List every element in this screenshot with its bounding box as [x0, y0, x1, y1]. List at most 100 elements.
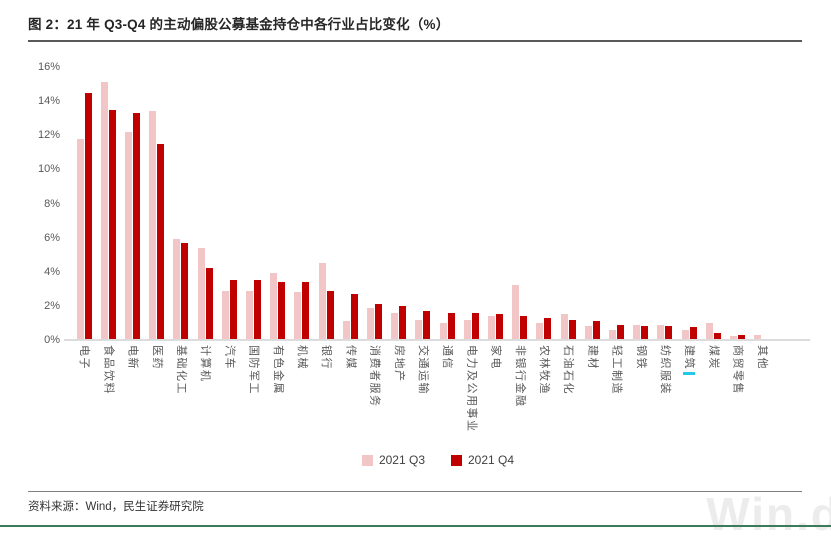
bar-group — [653, 67, 677, 340]
bar — [157, 143, 165, 340]
bar-group — [532, 67, 556, 340]
x-axis-label: 计算机 — [199, 345, 212, 383]
bar — [754, 334, 762, 340]
bar — [391, 312, 399, 340]
bar — [471, 312, 479, 340]
x-axis-labels: 电子 食品饮料 电新 医药 基础化工 计算机 汽车 国防军工 有色金属 机械 银行 传媒 消费者服务 房地… — [66, 345, 810, 449]
bar — [447, 312, 455, 340]
bar — [254, 280, 262, 340]
bar-group — [290, 67, 314, 340]
bar — [197, 247, 205, 340]
bar — [318, 263, 326, 340]
x-label-cell: 石油石化 — [556, 345, 580, 449]
bottom-border — [0, 525, 831, 527]
x-label-cell: 电子 — [72, 345, 96, 449]
bar-group — [387, 67, 411, 340]
x-axis-label: 轻工制造 — [610, 345, 623, 395]
x-axis-label: 传媒 — [344, 345, 357, 370]
bar — [423, 311, 431, 340]
x-label-cell: 汽车 — [217, 345, 241, 449]
bar — [278, 282, 286, 340]
bar-group — [120, 67, 144, 340]
bar — [544, 317, 552, 340]
watermark: Win.d — [706, 488, 831, 540]
x-label-cell: 消费者服务 — [362, 345, 386, 449]
bar — [609, 329, 617, 340]
x-label-cell: 轻工制造 — [604, 345, 628, 449]
bar — [657, 324, 665, 340]
x-axis-label: 非银行金融 — [513, 345, 526, 408]
bar-group — [72, 67, 96, 340]
bar-group — [169, 67, 193, 340]
bar-group — [362, 67, 386, 340]
x-label-cell: 非银行金融 — [508, 345, 532, 449]
x-axis-label: 汽车 — [223, 345, 236, 370]
bar-group — [580, 67, 604, 340]
y-tick-label: 10% — [37, 163, 60, 176]
x-label-cell: 食品饮料 — [96, 345, 120, 449]
bar — [375, 304, 383, 340]
x-label-cell: 家电 — [483, 345, 507, 449]
x-label-cell: 机械 — [290, 345, 314, 449]
bar — [181, 242, 189, 340]
x-label-cell: 纺织服装 — [653, 345, 677, 449]
legend-swatch-q3 — [361, 454, 373, 466]
x-label-cell: 煤炭 — [701, 345, 725, 449]
x-axis-label: 纺织服装 — [659, 345, 672, 395]
x-axis-label: 有色金属 — [271, 345, 284, 395]
bar — [270, 273, 278, 340]
x-label-cell: 通信 — [435, 345, 459, 449]
bar-group — [508, 67, 532, 340]
source-text: 资料来源：Wind，民生证券研究院 — [28, 501, 204, 513]
bar — [326, 290, 334, 340]
x-axis-label: 商贸零售 — [731, 345, 744, 395]
bar — [302, 282, 310, 340]
bar — [560, 314, 568, 340]
bar-group — [314, 67, 338, 340]
bar — [294, 292, 302, 340]
bar — [641, 325, 649, 340]
bar-group — [217, 67, 241, 340]
y-tick-label: 16% — [37, 61, 60, 73]
bar — [100, 82, 108, 340]
x-axis-label: 农林牧渔 — [538, 345, 550, 395]
x-axis-label: 电力及公用事业 — [465, 345, 478, 433]
bar-group — [629, 67, 653, 340]
x-label-cell: 建筑 — [677, 345, 701, 449]
legend-label-q4: 2021 Q4 — [468, 453, 515, 467]
bar-group — [411, 67, 435, 340]
bar-group — [435, 67, 459, 340]
bar-group — [241, 67, 265, 340]
x-label-cell: 交通运输 — [411, 345, 435, 449]
bar — [173, 239, 181, 340]
x-label-cell: 房地产 — [387, 345, 411, 449]
x-axis-label: 煤炭 — [707, 345, 720, 370]
x-axis-label: 食品饮料 — [102, 345, 115, 395]
bar — [439, 322, 447, 340]
x-axis-label: 银行 — [320, 345, 333, 370]
x-axis-line — [64, 339, 810, 341]
x-label-cell: 银行 — [314, 345, 338, 449]
bar-group — [750, 67, 774, 340]
plot-area — [66, 67, 810, 340]
bar — [399, 305, 407, 340]
y-axis: 16% 14% 12% 10% 8% 6% 4% 2% 0% — [14, 61, 60, 346]
bar — [568, 319, 576, 340]
footer-rule — [28, 491, 802, 492]
bar-group — [96, 67, 120, 340]
y-tick-label: 0% — [44, 334, 60, 346]
bar — [342, 321, 350, 340]
x-axis-label: 机械 — [295, 345, 308, 370]
legend-item-2021-q4: 2021 Q4 — [451, 453, 514, 467]
bar — [512, 285, 520, 340]
x-axis-label: 石油石化 — [562, 345, 575, 395]
x-axis-label: 国防军工 — [247, 345, 260, 395]
bar — [681, 329, 689, 340]
bar — [705, 322, 713, 340]
bar — [488, 316, 496, 340]
x-axis-label: 医药 — [150, 345, 163, 370]
title-rule — [28, 40, 802, 42]
bar — [463, 319, 471, 340]
bar — [108, 109, 116, 340]
bar — [584, 326, 592, 340]
